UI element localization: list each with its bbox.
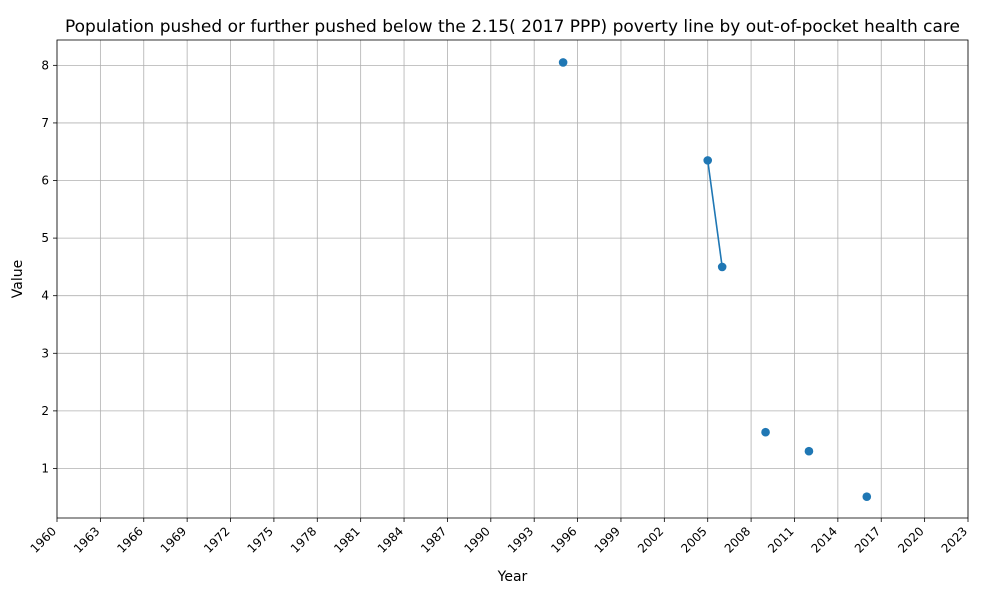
- x-tick-label: 1981: [331, 524, 362, 555]
- x-tick-label: 1999: [592, 524, 623, 555]
- data-point: [862, 492, 872, 501]
- x-tick-label: 2008: [722, 524, 753, 555]
- x-tick-label: 1960: [28, 524, 59, 555]
- x-tick-label: 2017: [852, 524, 883, 555]
- plot-frame: [56, 39, 969, 519]
- x-tick-label: 1996: [548, 524, 579, 555]
- data-point: [717, 262, 727, 272]
- grid: [56, 40, 969, 518]
- x-tick-label: 1972: [201, 524, 232, 555]
- data-point: [804, 446, 814, 456]
- y-tick-label: 2: [41, 404, 49, 418]
- x-tick-label: 2014: [808, 524, 839, 555]
- x-axis-label: Year: [497, 569, 528, 585]
- series-line-segment: [706, 160, 723, 268]
- x-tick-label: 1963: [71, 524, 102, 555]
- x-tick-label: 1990: [461, 524, 492, 555]
- y-axis-label: Value: [10, 260, 26, 298]
- chart-title: Population pushed or further pushed belo…: [65, 17, 960, 37]
- x-tick-label: 1978: [288, 524, 319, 555]
- x-tick-label: 2005: [678, 524, 709, 555]
- x-tick-label: 1993: [505, 524, 536, 555]
- x-tick-label: 2020: [895, 524, 926, 555]
- axes: 1960 1963 1966 1969 1972 1975 1978 1981 1984 1987…: [28, 39, 970, 556]
- series-layer: [558, 58, 872, 501]
- x-tick-label: 1984: [375, 524, 406, 555]
- y-tick-label: 5: [41, 231, 49, 245]
- x-tick-label: 1987: [418, 524, 449, 555]
- y-tick-label: 3: [41, 346, 49, 360]
- y-tick-label: 6: [41, 174, 49, 188]
- x-tick-label: 2011: [765, 524, 796, 555]
- y-tick-label: 8: [41, 58, 49, 72]
- x-tick-label: 2023: [939, 524, 970, 555]
- x-tick-label: 1966: [114, 524, 145, 555]
- y-tick-label: 7: [41, 116, 49, 130]
- y-tick-label: 1: [41, 461, 49, 475]
- data-point: [558, 58, 568, 67]
- x-tick-label: 2002: [635, 524, 666, 555]
- x-tick-label: 1969: [158, 524, 189, 555]
- y-tick-label: 4: [41, 289, 49, 303]
- data-point: [703, 156, 713, 165]
- x-tick-label: 1975: [245, 524, 276, 555]
- data-point: [761, 427, 770, 437]
